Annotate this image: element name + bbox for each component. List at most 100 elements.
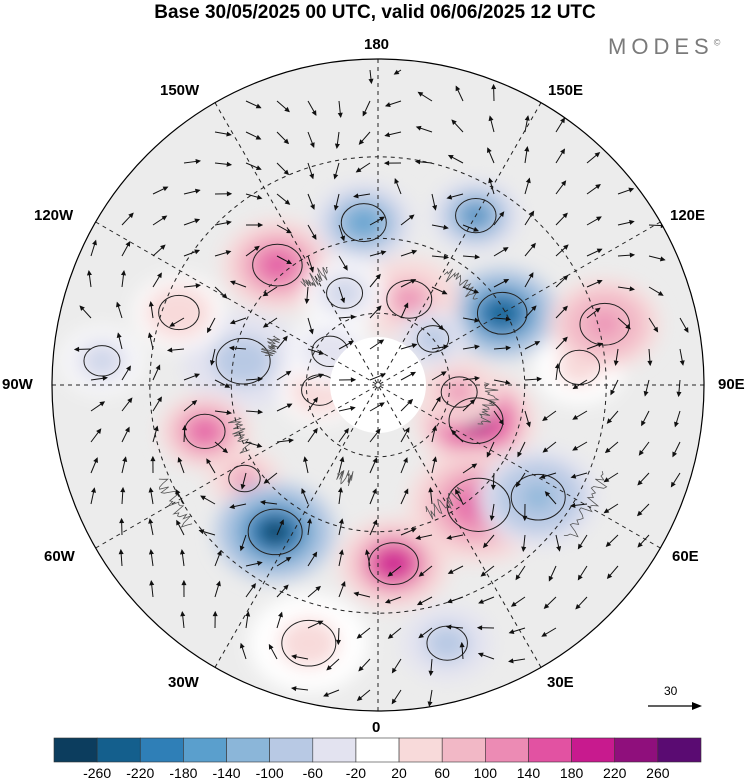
wind-arrowhead [676, 391, 682, 398]
wind-arrowhead [418, 633, 424, 639]
wind-arrowhead [179, 548, 185, 555]
colorbar-swatch [398, 737, 443, 763]
wind-arrowhead [562, 275, 569, 281]
wind-arrowhead [443, 254, 450, 260]
wind-arrowhead [118, 548, 124, 555]
colorbar-tick-label: -140 [212, 765, 241, 781]
wind-arrowhead [339, 456, 345, 463]
streamline-loop [579, 302, 630, 346]
anomaly-blob [449, 383, 470, 401]
anomaly-blob [424, 331, 442, 347]
wind-arrowhead [93, 457, 98, 464]
brand-mark: © [713, 37, 721, 48]
wind-arrowhead [222, 447, 229, 454]
wind-arrowhead [147, 332, 153, 338]
wind-arrowhead [79, 305, 85, 311]
wind-arrowhead [474, 344, 480, 350]
coastline [477, 382, 500, 425]
wind-arrowhead [522, 515, 528, 522]
colorbar-tick-label: -180 [169, 765, 198, 781]
wind-arrowhead [312, 397, 318, 403]
wind-arrowhead [318, 373, 325, 379]
wind-arrowhead [469, 399, 476, 405]
wind-arrowhead [508, 629, 515, 634]
wind-arrowhead [517, 451, 523, 458]
wind-arrowhead [198, 529, 205, 535]
wind-arrowhead [226, 131, 232, 137]
wind-arrowhead [221, 293, 228, 299]
lon-label-60e: 60E [672, 548, 699, 565]
colorbar-swatch [355, 737, 400, 763]
wind-arrowhead [116, 301, 121, 308]
wind-arrowhead [403, 302, 409, 309]
wind-arrowhead [245, 611, 251, 617]
wind-arrowhead [498, 419, 504, 426]
anomaly-blob [590, 312, 619, 336]
lon-label-120w: 120W [34, 207, 74, 224]
wind-arrowhead [312, 427, 318, 434]
latitude-circle [305, 312, 451, 458]
streamline-loop [510, 473, 566, 521]
wind-arrowhead [606, 573, 613, 580]
wind-arrowhead [224, 383, 231, 388]
wind-arrowhead [407, 398, 414, 405]
wind-arrowhead [340, 297, 346, 304]
wind-arrowhead [570, 473, 577, 479]
wind-arrowhead [393, 69, 400, 75]
wind-arrowhead [525, 421, 531, 428]
wind-arrowhead [410, 527, 417, 533]
wind-arrowhead [340, 235, 346, 242]
wind-arrowhead [348, 340, 355, 346]
wind-arrowhead [414, 159, 421, 165]
wind-arrowhead [613, 360, 619, 366]
wind-arrowhead [228, 345, 235, 351]
wind-arrowhead [128, 212, 134, 219]
wind-arrowhead [428, 670, 434, 677]
wind-arrowhead [283, 169, 290, 176]
wind-arrowhead [606, 418, 613, 424]
wind-arrowhead [629, 219, 635, 225]
wind-arrowhead [384, 102, 391, 107]
wind-arrowhead [605, 541, 612, 547]
streamline-loop [83, 345, 121, 377]
wind-arrowhead [441, 289, 448, 295]
wind-arrowhead [577, 574, 583, 581]
wind-arrowhead [375, 428, 381, 435]
wind-arrowhead [312, 551, 318, 558]
wind-arrowhead [499, 211, 505, 218]
wind-arrowhead [432, 456, 438, 462]
streamline-loop [252, 243, 303, 287]
wind-arrowhead [594, 152, 601, 158]
wind-arrowhead [536, 376, 543, 382]
wind-arrowhead [380, 373, 386, 378]
wind-arrowhead [625, 323, 631, 330]
streamline-loop [340, 203, 387, 243]
colorbar-tick-label: 180 [559, 765, 584, 781]
anomaly-blob [379, 552, 408, 575]
wind-arrowhead [229, 280, 236, 286]
colorbar-swatch [226, 737, 270, 763]
lon-label-180: 180 [364, 36, 390, 53]
wind-arrowhead [337, 112, 343, 119]
wind-arrowhead [177, 456, 183, 463]
wind-arrowhead [286, 403, 293, 409]
colorbar-tick-label: 260 [646, 765, 670, 781]
wind-arrowhead [490, 484, 496, 491]
wind-arrowhead [340, 580, 346, 587]
wind-arrowhead [148, 549, 154, 555]
wind-arrowhead [311, 110, 317, 116]
wind-arrowhead [384, 598, 391, 604]
wind-arrowhead [443, 224, 449, 230]
colorbar-tick-label: 220 [603, 765, 627, 781]
wind-arrowhead [335, 639, 342, 646]
wind-arrowhead [122, 456, 128, 462]
map-border [51, 58, 705, 712]
wind-arrowhead [391, 667, 397, 674]
wind-arrowhead [435, 396, 441, 403]
wind-arrowhead [160, 244, 166, 250]
wind-arrowhead [350, 377, 357, 383]
wind-arrowhead [515, 574, 521, 581]
colorbar-tick-label: 60 [434, 765, 450, 781]
wind-reference-label: 30 [664, 684, 678, 698]
